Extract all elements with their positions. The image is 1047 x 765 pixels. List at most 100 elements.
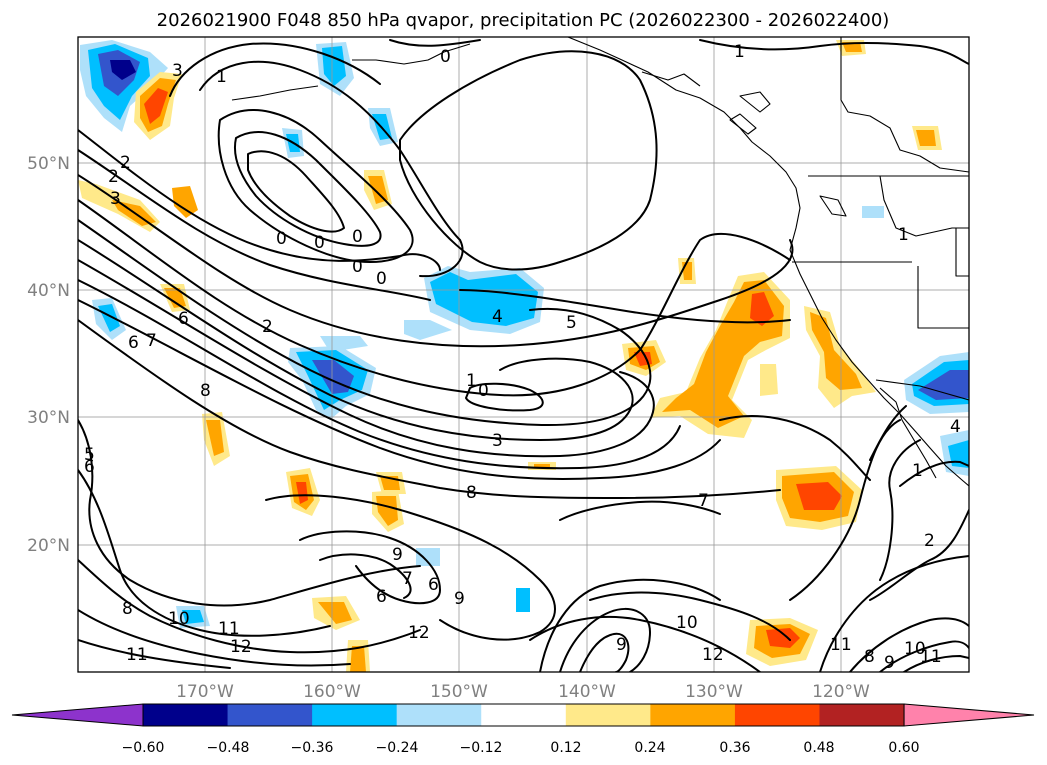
precip-area-positive <box>296 482 308 504</box>
contour-lines <box>78 39 969 672</box>
precip-area-positive <box>766 628 800 648</box>
precip-area-positive <box>810 312 862 390</box>
contour-line <box>903 655 969 672</box>
colorbar-tick-label: 0.60 <box>888 740 919 756</box>
colorbar-tick-label: 0.12 <box>550 740 581 756</box>
contour-line <box>78 469 331 637</box>
lon-axis: 170°W 160°W 150°W 140°W 130°W 120°W <box>176 682 870 702</box>
contour-label: 8 <box>122 599 133 619</box>
contour-label: 0 <box>440 47 451 67</box>
contour-label: 6 <box>428 575 439 595</box>
contour-label: 8 <box>200 381 211 401</box>
contour-line <box>78 559 421 654</box>
contour-label: 0 <box>478 381 489 401</box>
contour-line <box>217 109 414 263</box>
precip-area-positive <box>206 420 224 456</box>
contour-line <box>559 500 721 521</box>
contour-line <box>78 299 721 480</box>
contour-line <box>169 42 381 97</box>
contour-label: 11 <box>920 647 942 667</box>
contour-line <box>78 639 231 669</box>
colorbar-segment <box>227 704 313 726</box>
contour-label: 4 <box>950 417 961 437</box>
contour-line <box>299 530 441 605</box>
contour-line <box>719 415 871 481</box>
map-title: 2026021900 F048 850 hPa qvapor, precipit… <box>157 10 890 31</box>
contour-line <box>819 555 969 672</box>
coastlines <box>231 37 969 487</box>
contour-line <box>78 259 655 458</box>
precip-area-positive <box>172 186 198 218</box>
colorbar-tick-label: −0.48 <box>207 740 250 756</box>
contour-line <box>234 131 382 247</box>
contour-label: 10 <box>904 639 926 659</box>
precip-area-positive <box>144 88 168 124</box>
precip-area-negative <box>110 60 136 80</box>
contour-line <box>78 279 681 470</box>
precip-area-positive <box>376 496 398 526</box>
contour-label: 11 <box>830 635 852 655</box>
map-area: 0 1 3 2 1 2 3 0 0 0 0 0 6 7 6 8 2 4 5 1 <box>77 36 970 673</box>
colorbar-tick-label: 0.36 <box>719 740 750 756</box>
contour-label: 2 <box>108 167 119 187</box>
lon-tick-label: 140°W <box>558 682 616 702</box>
contour-label: 6 <box>84 457 95 477</box>
contour-line <box>78 199 791 397</box>
precip-area-positive <box>750 292 774 326</box>
colorbar-segment <box>396 704 482 726</box>
precip-area-positive <box>164 288 186 308</box>
contour-label: 3 <box>110 189 121 209</box>
contour-label: 11 <box>218 619 240 639</box>
colorbar-ticks: −0.60 −0.48 −0.36 −0.24 −0.12 0.12 0.24 … <box>122 740 920 756</box>
lon-tick-label: 120°W <box>812 682 870 702</box>
contour-label: 0 <box>376 269 387 289</box>
precip-area-positive <box>760 364 778 396</box>
colorbar-segment <box>650 704 736 726</box>
precip-area-negative <box>862 206 884 218</box>
contour-line <box>579 632 630 672</box>
contour-label: 1 <box>912 461 923 481</box>
contour-label: 1 <box>898 225 909 245</box>
contour-label: 12 <box>702 645 724 665</box>
contour-line <box>78 239 634 441</box>
contour-label: 10 <box>168 609 190 629</box>
colorbar <box>11 703 1035 727</box>
contour-line <box>699 39 969 65</box>
colorbar-segment <box>819 704 905 726</box>
contour-label: 6 <box>178 309 189 329</box>
lon-tick-label: 160°W <box>303 682 361 702</box>
contour-label: 12 <box>408 623 430 643</box>
contour-line <box>78 149 431 301</box>
contour-line <box>265 494 556 641</box>
contour-line <box>899 460 969 487</box>
contour-label: 12 <box>230 637 252 657</box>
precip-area-negative <box>416 548 440 566</box>
contour-label: 7 <box>402 569 413 589</box>
lat-tick-label: 20°N <box>27 536 70 556</box>
lat-tick-label: 40°N <box>27 281 70 301</box>
contour-label: 3 <box>492 431 503 451</box>
colorbar-tick-label: −0.12 <box>460 740 503 756</box>
contour-label: 6 <box>128 333 139 353</box>
contour-labels: 0 1 3 2 1 2 3 0 0 0 0 0 6 7 6 8 2 4 5 1 <box>84 42 961 673</box>
contour-label: 10 <box>676 613 698 633</box>
precip-area-negative <box>404 320 452 340</box>
contour-label: 6 <box>376 587 387 607</box>
map-frame <box>77 36 970 673</box>
colorbar-tick-label: −0.36 <box>291 740 334 756</box>
contour-line <box>399 50 658 271</box>
contour-label: 0 <box>352 227 363 247</box>
colorbar-tick-label: 0.48 <box>803 740 834 756</box>
contour-label: 7 <box>698 491 709 511</box>
contour-label: 9 <box>884 653 895 673</box>
contour-line <box>869 509 969 601</box>
contour-line <box>879 439 921 581</box>
precip-area-negative <box>918 370 969 400</box>
colorbar-tick-label: 0.24 <box>634 740 665 756</box>
contour-label: 9 <box>454 589 465 609</box>
precip-area-positive <box>796 482 842 510</box>
contour-line <box>539 578 721 672</box>
colorbar-segment <box>143 704 229 726</box>
contour-line <box>78 319 781 499</box>
